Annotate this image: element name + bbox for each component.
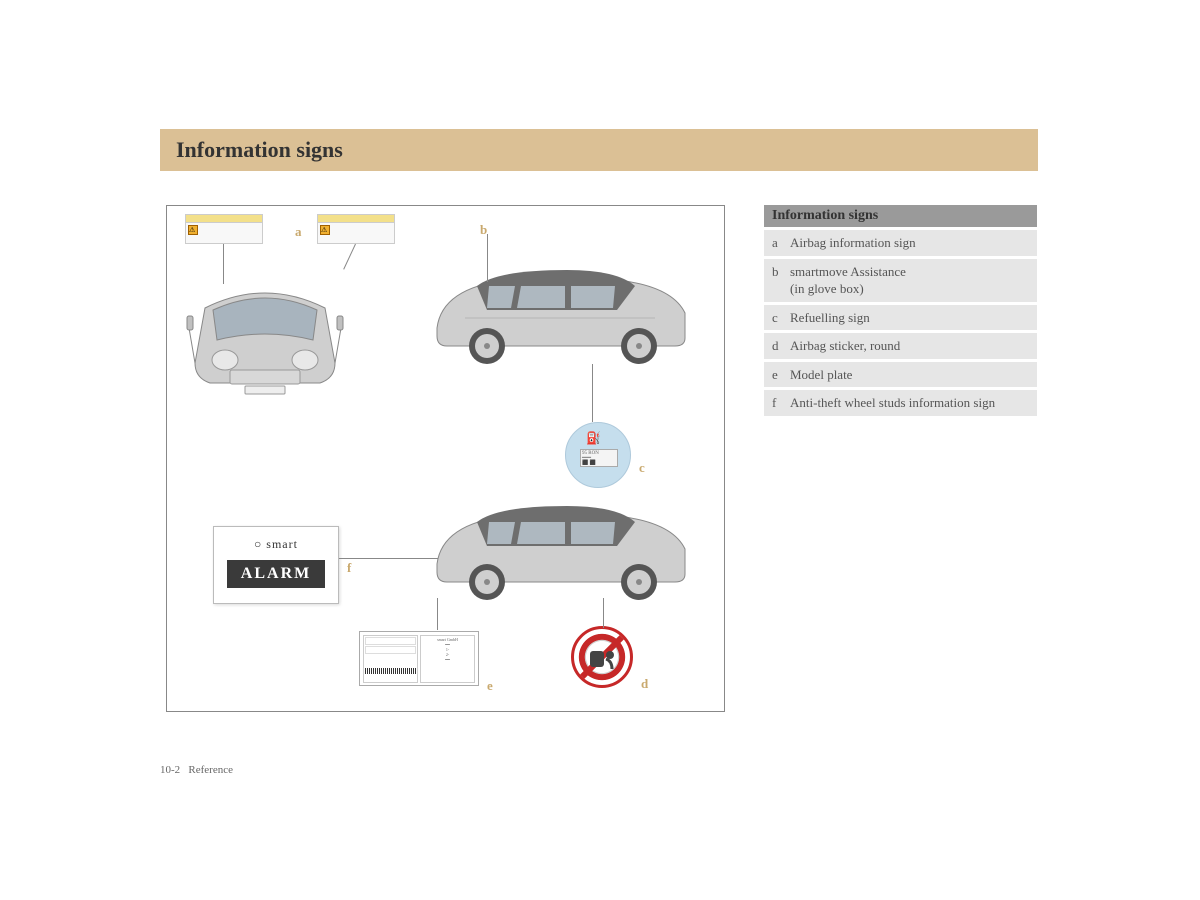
table-row: f Anti-theft wheel studs information sig… [764,390,1037,416]
row-key: a [772,234,790,252]
leader-line [437,598,438,630]
car-front-illustration [185,268,345,418]
row-text: smartmove Assistance(in glove box) [790,263,1029,298]
row-text: Model plate [790,366,1029,384]
callout-a: a [295,224,302,240]
page-number: 10-2 [160,764,180,776]
leader-line [592,364,593,422]
callout-d: d [641,676,648,692]
vehicle-diagram: ⚠ ⚠ a b 95 RON━━━⬛ ⬛ c ○ [166,205,725,712]
leader-line [223,244,224,284]
section-name: Reference [188,764,233,776]
airbag-round-sticker [571,626,633,688]
row-text: Airbag sticker, round [790,337,1029,355]
smart-logo-text: ○ smart [214,537,338,552]
callout-f: f [347,560,351,576]
page-footer: 10-2 Reference [160,764,233,776]
row-key: c [772,309,790,327]
row-text: Refuelling sign [790,309,1029,327]
airbag-info-sign-right: ⚠ [317,214,395,244]
row-key: e [772,366,790,384]
leader-line [487,234,488,282]
row-text: Airbag information sign [790,234,1029,252]
car-side-bottom-illustration [417,494,697,604]
alarm-text: ALARM [227,560,325,588]
airbag-info-sign-left: ⚠ [185,214,263,244]
row-text: Anti-theft wheel studs information sign [790,394,1029,412]
table-row: c Refuelling sign [764,305,1037,331]
model-plate: smart GmbH━━1-2-━━ [359,631,479,686]
table-header: Information signs [764,205,1037,227]
alarm-card: ○ smart ALARM [213,526,339,604]
table-row: d Airbag sticker, round [764,333,1037,359]
page-title: Information signs [176,137,343,163]
row-key: f [772,394,790,412]
car-side-top-illustration [417,258,697,368]
leader-line [603,598,604,628]
info-signs-table: Information signs a Airbag information s… [764,205,1037,416]
row-key: d [772,337,790,355]
callout-e: e [487,678,493,694]
table-row: e Model plate [764,362,1037,388]
table-row: b smartmove Assistance(in glove box) [764,259,1037,302]
page-title-bar: Information signs [160,129,1038,171]
leader-line [343,244,356,270]
table-row: a Airbag information sign [764,230,1037,256]
refuelling-sign-icon: 95 RON━━━⬛ ⬛ [565,422,631,488]
callout-c: c [639,460,645,476]
row-key: b [772,263,790,298]
